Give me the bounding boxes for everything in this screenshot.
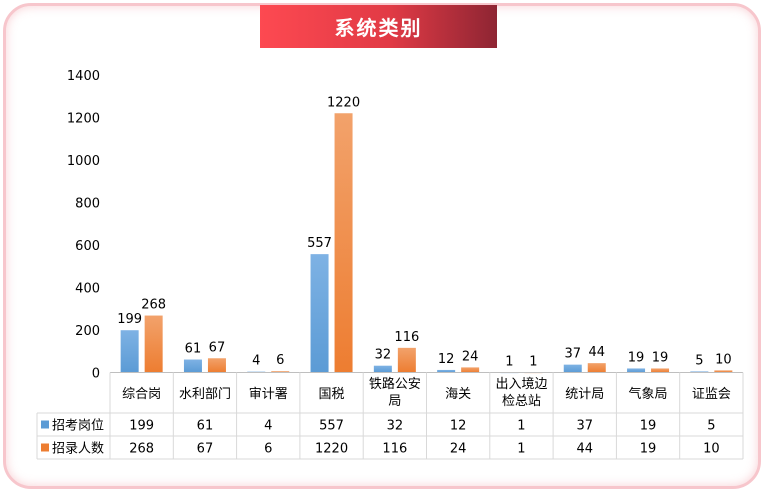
table-cell: 1220 [315, 442, 348, 457]
data-label: 5 [695, 353, 703, 368]
y-tick-label: 0 [92, 367, 100, 382]
data-label: 4 [252, 354, 260, 369]
bar-positions [183, 359, 202, 373]
y-tick-label: 600 [75, 239, 100, 254]
data-label: 1220 [327, 95, 360, 110]
data-label: 24 [462, 349, 479, 364]
data-label: 10 [715, 352, 732, 367]
bar-positions [690, 371, 709, 373]
table-cell: 4 [264, 419, 272, 434]
x-tick-label: 审计署 [249, 387, 288, 402]
y-tick-label: 400 [75, 282, 100, 297]
x-tick-label: 水利部门 [179, 387, 231, 402]
chart-title-banner: 系统类别 [260, 5, 497, 48]
table-cell: 37 [576, 419, 593, 434]
y-tick-label: 1200 [67, 112, 100, 127]
x-tick-label: 铁路公安 [369, 376, 421, 392]
data-label: 61 [185, 342, 202, 357]
x-tick-label: 证监会 [692, 387, 731, 402]
bar-positions [563, 364, 582, 373]
y-tick-label: 1400 [67, 69, 100, 84]
legend-label: 招考岗位 [52, 419, 104, 434]
table-cell: 116 [382, 442, 407, 457]
table-cell: 32 [387, 419, 404, 434]
table-cell: 6 [264, 442, 272, 457]
table-cell: 199 [129, 419, 154, 434]
table-cell: 19 [640, 442, 657, 457]
x-tick-label: 气象局 [629, 386, 668, 402]
data-label: 199 [117, 312, 142, 327]
x-tick-label: 综合岗 [122, 387, 161, 402]
x-tick-label: 局 [388, 394, 401, 409]
x-tick-label: 出入境边 [495, 377, 547, 392]
data-label: 12 [438, 352, 455, 367]
table-cell: 44 [576, 442, 593, 457]
bar-hires [714, 370, 733, 373]
legend-key [41, 420, 49, 429]
bar-hires [587, 363, 606, 373]
data-label: 268 [141, 298, 166, 313]
data-label: 19 [628, 350, 645, 365]
chart-frame [3, 3, 761, 489]
table-cell: 10 [703, 442, 720, 457]
data-label: 116 [394, 330, 419, 345]
table-cell: 67 [197, 442, 214, 457]
table-cell: 1 [517, 419, 525, 434]
x-tick-label: 国税 [319, 387, 345, 402]
bar-hires [207, 358, 226, 373]
bar-hires [271, 371, 290, 373]
data-label: 44 [588, 345, 605, 360]
bar-hires [651, 368, 670, 373]
data-label: 1 [529, 354, 537, 369]
x-tick-label: 检总站 [502, 394, 541, 409]
data-label: 6 [276, 353, 284, 368]
bar-hires [397, 347, 416, 373]
table-cell: 61 [197, 419, 214, 434]
bar-positions [437, 369, 456, 373]
table-cell: 12 [450, 419, 467, 434]
legend-label: 招录人数 [52, 442, 104, 457]
bar-positions [310, 254, 329, 373]
x-tick-label: 统计局 [565, 387, 604, 402]
data-label: 67 [209, 340, 226, 355]
legend-key [41, 443, 49, 452]
y-tick-label: 800 [75, 197, 100, 212]
bar-positions [120, 330, 139, 373]
bar-hires [144, 315, 163, 373]
bar-hires [334, 113, 353, 373]
x-tick-label: 海关 [445, 387, 471, 402]
data-label: 557 [307, 236, 332, 251]
bar-positions [373, 365, 392, 373]
table-cell: 1 [517, 442, 525, 457]
data-label: 19 [652, 350, 669, 365]
table-cell: 24 [450, 442, 467, 457]
data-label: 32 [375, 348, 392, 363]
table-cell: 5 [707, 419, 715, 434]
bar-positions [627, 368, 646, 373]
chart-title: 系统类别 [334, 16, 423, 40]
y-tick-label: 1000 [67, 154, 100, 169]
table-cell: 268 [129, 442, 154, 457]
bar-hires [461, 367, 480, 373]
data-label: 37 [564, 347, 581, 362]
y-tick-label: 200 [75, 324, 100, 339]
table-cell: 557 [319, 419, 344, 434]
table-cell: 19 [640, 419, 657, 434]
data-label: 1 [505, 354, 513, 369]
